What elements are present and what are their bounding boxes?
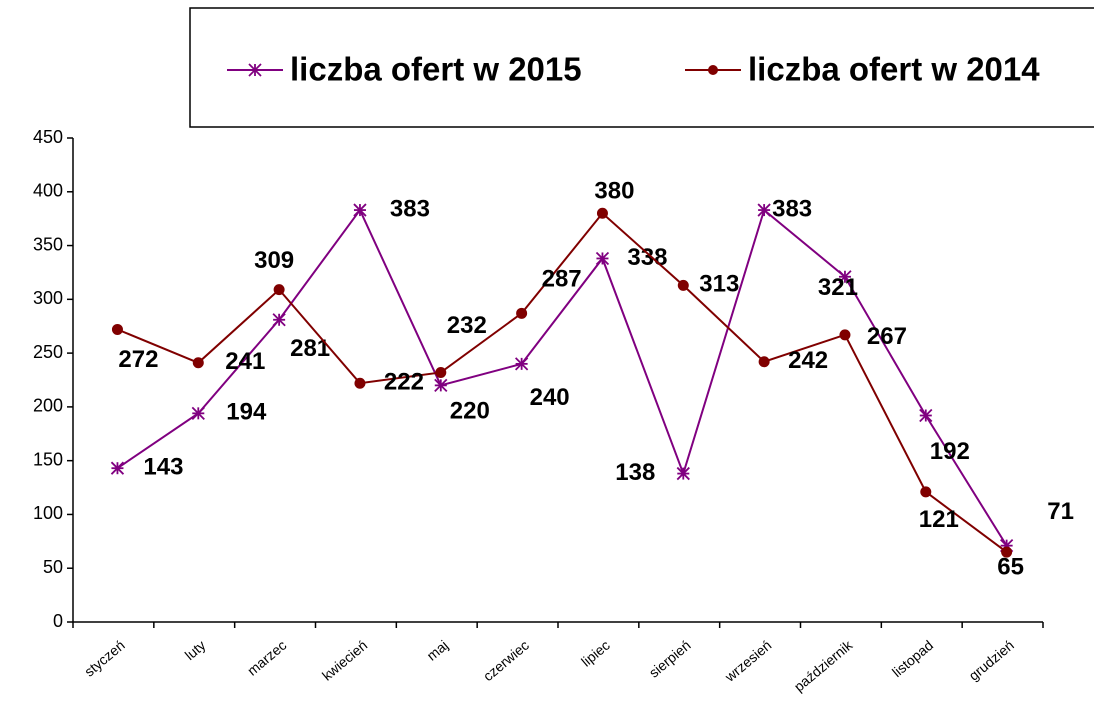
x-tick-label: marzec <box>244 637 289 679</box>
marker <box>596 207 608 219</box>
y-tick-label: 0 <box>53 611 63 631</box>
data-label: 71 <box>1047 498 1074 525</box>
marker <box>516 307 528 319</box>
data-label: 242 <box>788 347 828 374</box>
y-tick-label: 50 <box>43 557 63 577</box>
data-label: 281 <box>290 335 330 362</box>
marker <box>514 357 529 371</box>
data-label: 383 <box>390 195 430 222</box>
data-label: 267 <box>867 323 907 350</box>
marker <box>354 377 366 389</box>
data-label: 241 <box>225 348 265 375</box>
data-label: 65 <box>997 553 1024 580</box>
marker <box>677 279 689 291</box>
line <box>117 211 1008 553</box>
marker <box>110 461 125 475</box>
x-tick-label: czerwiec <box>480 637 532 684</box>
marker <box>838 270 852 284</box>
y-tick-label: 400 <box>33 181 63 201</box>
data-label: 380 <box>594 178 634 205</box>
x-tick-label: wrzesień <box>721 637 774 685</box>
data-label: 138 <box>615 459 655 486</box>
data-label: 192 <box>930 438 970 465</box>
legend-label: liczba ofert w 2015 <box>290 51 582 88</box>
marker <box>111 323 123 335</box>
data-label: 309 <box>254 247 294 274</box>
y-tick-label: 150 <box>33 449 63 469</box>
data-label: 240 <box>530 384 570 411</box>
data-label: 222 <box>384 369 424 396</box>
marker <box>920 486 932 498</box>
data-label: 143 <box>143 454 183 481</box>
marker <box>676 466 690 481</box>
x-tick-label: maj <box>424 637 452 664</box>
marker <box>434 378 448 393</box>
x-tick-label: grudzień <box>966 637 1017 684</box>
y-tick-label: 300 <box>33 288 63 308</box>
x-tick-label: luty <box>182 637 209 663</box>
line <box>116 208 1008 547</box>
marker <box>1001 546 1013 558</box>
x-tick-label: lipiec <box>578 637 613 670</box>
x-tick-label: styczeń <box>81 637 128 680</box>
marker <box>919 408 933 423</box>
marker <box>839 329 851 341</box>
marker <box>273 284 285 296</box>
y-tick-label: 350 <box>33 234 63 254</box>
y-tick-label: 200 <box>33 396 63 416</box>
data-label: 272 <box>118 346 158 373</box>
data-label: 194 <box>226 399 267 426</box>
y-tick-label: 100 <box>33 503 63 523</box>
data-label: 220 <box>450 398 490 425</box>
marker <box>191 406 205 420</box>
legend-marker <box>708 65 718 75</box>
data-label: 232 <box>447 312 487 339</box>
legend-box <box>189 7 1094 128</box>
marker <box>435 366 447 378</box>
data-label: 321 <box>818 274 858 301</box>
y-tick-label: 250 <box>33 342 63 362</box>
marker <box>353 203 367 217</box>
x-tick-label: kwiecień <box>319 637 370 684</box>
x-tick-label: listopad <box>889 637 936 680</box>
x-tick-label: sierpień <box>646 637 694 681</box>
data-label: 121 <box>919 506 959 533</box>
marker <box>272 313 286 327</box>
marker <box>757 203 771 217</box>
marker <box>758 356 770 368</box>
marker <box>595 251 610 266</box>
y-tick-label: 450 <box>33 127 63 147</box>
marker <box>192 357 204 369</box>
legend-marker <box>248 63 262 77</box>
data-label: 313 <box>699 271 739 298</box>
x-tick-label: październik <box>791 636 856 694</box>
data-label: 287 <box>542 266 582 293</box>
legend-label: liczba ofert w 2014 <box>748 51 1040 88</box>
data-label: 383 <box>772 195 812 222</box>
